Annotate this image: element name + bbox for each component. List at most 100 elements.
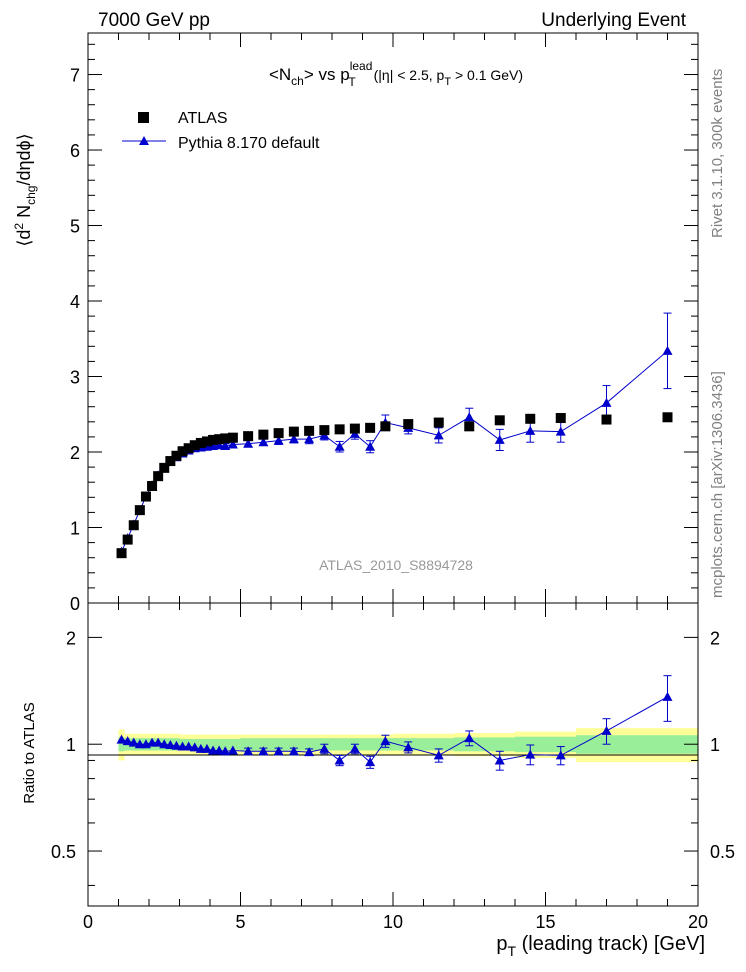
main-y-tick-label: 3	[70, 368, 80, 388]
x-tick-label: 15	[535, 912, 555, 932]
analysis-watermark: ATLAS_2010_S8894728	[319, 557, 473, 573]
atlas-data-point	[122, 534, 133, 545]
atlas-data-point	[349, 423, 360, 434]
ratio-data-point	[171, 740, 182, 750]
atlas-data-point	[128, 520, 139, 531]
ratio-data-point	[555, 750, 566, 760]
ratio-y-tick-labels: 0.5 0.5 1 1 2 2	[51, 628, 735, 862]
ratio-data-point	[122, 736, 133, 746]
ratio-ticks	[87, 603, 699, 906]
legend-atlas-marker	[138, 112, 149, 123]
ratio-stat-band	[179, 738, 241, 750]
atlas-data-point	[147, 480, 158, 491]
ratio-data-point	[201, 743, 212, 753]
pythia-data-point	[288, 434, 299, 444]
atlas-data-point	[334, 424, 345, 435]
pythia-data-point	[243, 438, 254, 448]
x-tick-label: 20	[688, 912, 708, 932]
main-y-tick-label: 1	[70, 519, 80, 539]
pythia-data-point	[304, 434, 315, 444]
ratio-data-point	[334, 755, 345, 765]
atlas-data-point	[220, 433, 231, 444]
atlas-data-point	[273, 428, 284, 439]
ratio-data-point	[116, 734, 127, 744]
pythia-data-point	[334, 441, 345, 451]
ratio-data-point	[319, 743, 330, 753]
ratio-frame	[87, 602, 699, 907]
ratio-data-point	[243, 746, 254, 756]
atlas-data-point	[365, 422, 376, 433]
ratio-data-point	[214, 745, 225, 755]
ratio-data-point	[349, 743, 360, 753]
atlas-data-point	[464, 421, 475, 432]
x-tick-label: 10	[383, 912, 403, 932]
atlas-data-point	[288, 426, 299, 437]
legend-pythia-label: Pythia 8.170 default	[178, 135, 320, 152]
main-title: <Nch> vs plead T (|η| < 2.5, pT > 0.1 GeV…	[269, 59, 523, 89]
pythia-data-point	[464, 412, 475, 422]
pythia-data-point	[433, 430, 444, 440]
ratio-data-point	[189, 742, 200, 752]
atlas-data-point	[258, 429, 269, 440]
header-analysis-label: Underlying Event	[541, 10, 686, 31]
pythia-data-point	[494, 434, 505, 444]
ratio-data-point	[662, 691, 673, 701]
atlas-data-point	[601, 414, 612, 425]
atlas-data-point	[227, 432, 238, 443]
atlas-data-point	[525, 413, 536, 424]
ratio-data-point	[433, 750, 444, 760]
x-axis-label: pT (leading track) [GeV]	[496, 933, 705, 959]
ratio-data-point	[258, 746, 269, 756]
pythia-data-point	[273, 435, 284, 445]
main-y-tick-label: 5	[70, 217, 80, 237]
ratio-y-axis-label: Ratio to ATLAS	[21, 702, 38, 803]
atlas-data-point	[433, 417, 444, 428]
atlas-data-point	[153, 471, 164, 482]
ratio-data-point	[273, 746, 284, 756]
ratio-stat-band	[118, 737, 125, 752]
atlas-data-point	[159, 462, 170, 473]
ratio-y-tick-label-right: 0.5	[710, 842, 735, 862]
pythia-data-point	[258, 437, 269, 447]
atlas-data-point	[189, 440, 200, 451]
x-tick-labels: 0 5 10 15 20	[83, 912, 708, 932]
main-y-tick-labels: 0 1 2 3 4 5 6 7	[70, 66, 80, 614]
ratio-y-tick-label-right: 1	[710, 735, 720, 755]
ratio-data-point	[227, 745, 238, 755]
atlas-data-point	[208, 434, 219, 445]
ratio-data-point	[304, 747, 315, 757]
ratio-data-point	[601, 725, 612, 735]
atlas-data-point	[165, 456, 176, 467]
ratio-data-point	[220, 746, 231, 756]
atlas-data-point	[140, 491, 151, 502]
ratio-y-tick-label: 0.5	[51, 842, 76, 862]
atlas-data-point	[243, 431, 254, 442]
atlas-data-point	[662, 412, 673, 423]
pythia-data-point	[555, 426, 566, 436]
header-beam-label: 7000 GeV pp	[98, 10, 210, 31]
pythia-data-point	[220, 440, 231, 450]
atlas-data-point	[319, 425, 330, 436]
atlas-data-point	[116, 548, 127, 559]
ratio-stat-band	[393, 738, 454, 751]
mcplots-label: mcplots.cern.ch [arXiv:1306.3436]	[709, 371, 726, 598]
atlas-data-point	[201, 436, 212, 447]
ratio-data-point	[403, 742, 414, 752]
ratio-stat-band	[515, 736, 576, 753]
main-y-tick-label: 2	[70, 443, 80, 463]
pythia-data-point	[214, 440, 225, 450]
atlas-data-point	[134, 505, 145, 516]
main-panel: 0 1 2 3 4 5 6 7 <Nch> vs plead T (|η| < 2.5, pT …	[12, 32, 699, 614]
ratio-data-point	[525, 749, 536, 759]
ratio-data-point	[380, 736, 391, 746]
ratio-data-point	[183, 741, 194, 751]
ratio-data-point	[365, 757, 376, 767]
ratio-series-pythia	[116, 675, 673, 771]
ratio-y-tick-label: 2	[66, 628, 76, 648]
pythia-data-point	[662, 345, 673, 355]
legend-atlas-label: ATLAS	[178, 110, 228, 127]
legend-pythia-marker	[139, 136, 149, 145]
ratio-data-point	[494, 755, 505, 765]
atlas-data-point	[195, 437, 206, 448]
